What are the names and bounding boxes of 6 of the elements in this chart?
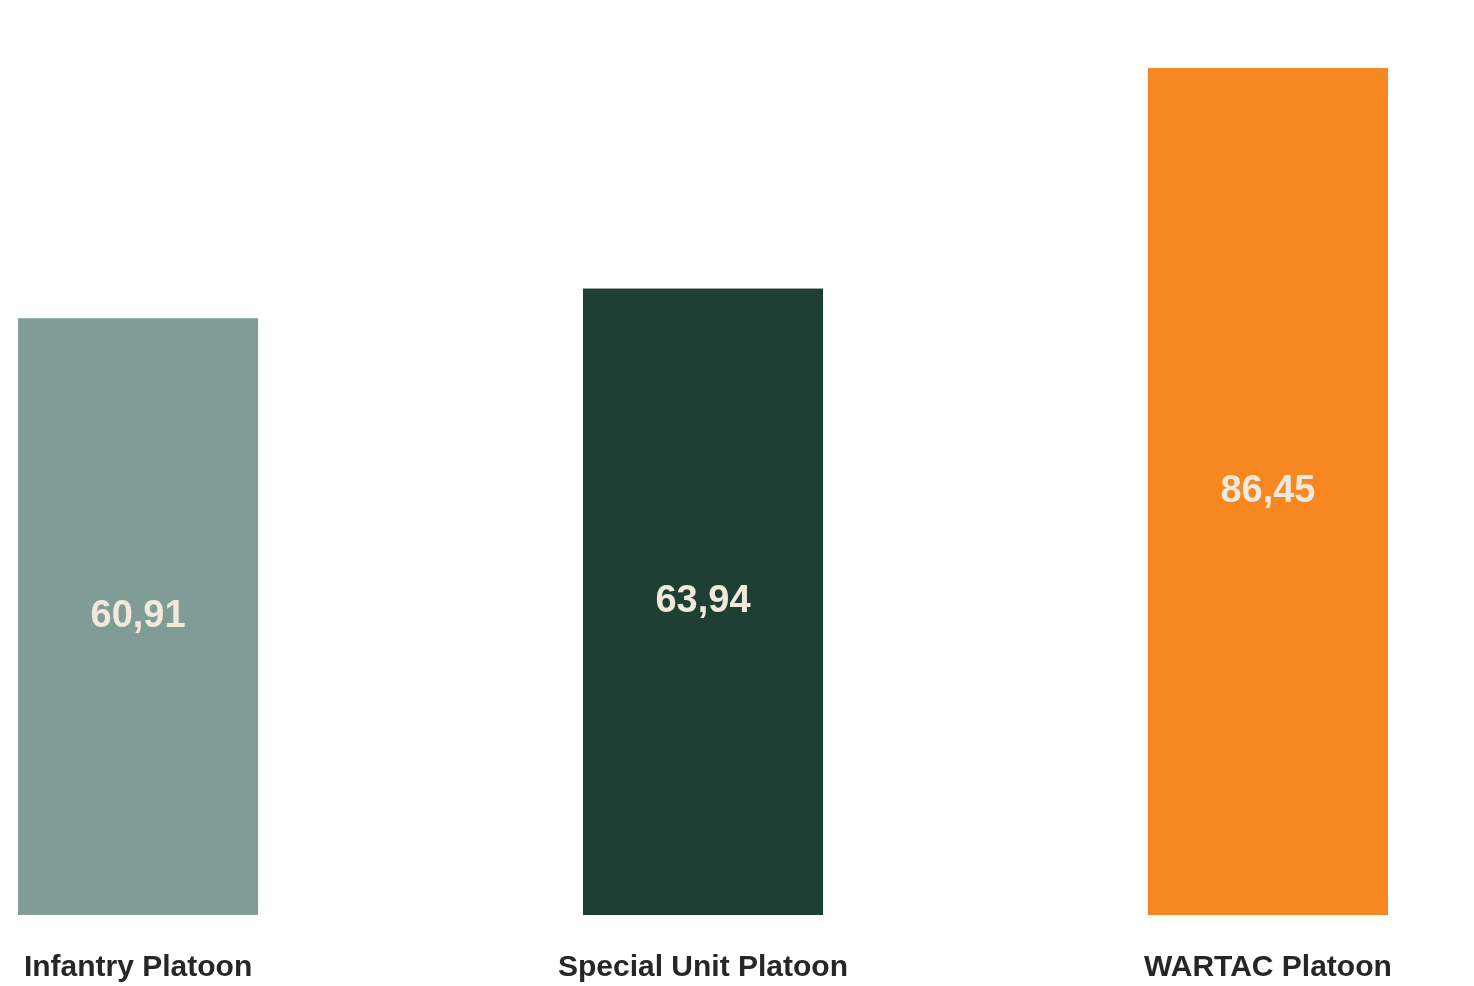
- data-label: 63,94: [655, 577, 751, 620]
- data-label: 60,91: [90, 592, 186, 635]
- x-tick-label: Special Unit Platoon: [557, 948, 849, 982]
- data-label: 86,45: [1220, 467, 1316, 510]
- x-tick-label: Infantry Platoon: [23, 948, 253, 982]
- x-tick-label: WARTAC Platoon: [1144, 948, 1392, 982]
